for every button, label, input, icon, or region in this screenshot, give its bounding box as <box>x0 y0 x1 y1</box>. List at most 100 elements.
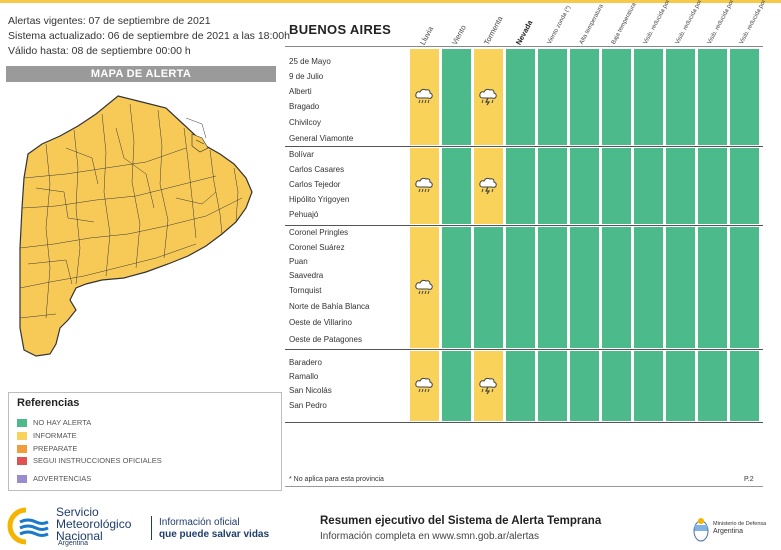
alert-cell <box>730 49 759 145</box>
zone-name: Hipólito Yrigoyen <box>289 195 350 204</box>
smn-line-3: Nacional <box>56 529 103 543</box>
column-header: Alta temperatura <box>570 2 605 46</box>
column-header-label: Viento <box>449 23 468 47</box>
ref-swatch <box>17 444 27 453</box>
alert-cell <box>602 148 631 224</box>
alert-info: Alertas vigentes: 07 de septiembre de 20… <box>8 14 290 59</box>
province-shape <box>19 95 253 357</box>
ministry: Ministerio de Defensa Argentina <box>713 521 766 536</box>
alert-cell <box>698 148 727 224</box>
column-header: Nevada <box>506 2 536 47</box>
zone-name: Oeste de Patagones <box>289 335 362 344</box>
references-box: Referencias NO HAY ALERTA INFORMATE PREP… <box>8 392 282 491</box>
zone-name: 9 de Julio <box>289 72 324 81</box>
alert-cell <box>666 227 695 348</box>
smn-name: Servicio Meteorológico Nacional <box>56 506 131 542</box>
references-title: Referencias <box>17 397 80 409</box>
alert-cell <box>506 227 535 348</box>
ref-label: NO HAY ALERTA <box>33 418 92 427</box>
zone-name: Coronel Suárez <box>289 243 345 252</box>
ref-label: INFORMATE <box>33 431 77 440</box>
ref-preparate: PREPARATE <box>17 444 77 453</box>
zone-name: Ramallo <box>289 372 319 381</box>
column-header-label: Nevada <box>513 18 535 47</box>
alert-cell <box>506 148 535 224</box>
ref-informate: INFORMATE <box>17 431 77 440</box>
alert-cell <box>666 49 695 145</box>
alert-cell <box>634 148 663 224</box>
zone-name: Oeste de Villarino <box>289 318 352 327</box>
zone-name: Chivilcoy <box>289 118 322 127</box>
alert-cell <box>730 351 759 421</box>
alert-cell <box>602 227 631 348</box>
alert-cell <box>410 351 439 421</box>
alert-cell <box>442 227 471 348</box>
column-header: Tormenta <box>474 2 505 47</box>
group-separator <box>285 225 763 226</box>
zone-name: Saavedra <box>289 271 324 280</box>
rain-cloud-icon <box>415 377 433 393</box>
alert-cell <box>570 148 599 224</box>
alert-cell <box>666 148 695 224</box>
alert-cell <box>410 227 439 348</box>
alert-cell <box>474 49 503 145</box>
slogan-line-1: Información oficial <box>159 517 240 528</box>
zone-name: Baradero <box>289 358 322 367</box>
zone-name: 25 de Mayo <box>289 57 331 66</box>
alert-cell <box>410 148 439 224</box>
ref-swatch <box>17 418 27 427</box>
group-separator <box>285 422 763 423</box>
storm-cloud-icon <box>479 88 497 106</box>
ref-swatch <box>17 474 27 483</box>
alert-cell <box>602 351 631 421</box>
ref-label: PREPARATE <box>33 444 78 453</box>
alert-cell <box>474 351 503 421</box>
zone-name: San Pedro <box>289 401 327 410</box>
zone-name: Coronel Pringles <box>289 228 349 237</box>
zone-name: Pehuajó <box>289 210 319 219</box>
alert-cell <box>474 227 503 348</box>
argentina-seal-icon <box>693 518 709 542</box>
alert-cell <box>698 227 727 348</box>
column-header: Lluvia <box>410 2 440 47</box>
column-header: Visib. reducida por ceniza volcánica <box>666 0 725 46</box>
zone-name: General Viamonte <box>289 134 354 143</box>
storm-cloud-icon <box>479 177 497 195</box>
rain-cloud-icon <box>415 177 433 193</box>
zone-name: Carlos Tejedor <box>289 180 341 189</box>
alert-cell <box>442 351 471 421</box>
province-title: BUENOS AIRES <box>289 22 392 37</box>
alert-cell <box>474 148 503 224</box>
ref-no-alert: NO HAY ALERTA <box>17 418 91 427</box>
group-separator <box>285 349 763 350</box>
alert-cell <box>730 148 759 224</box>
zone-name: Alberti <box>289 87 312 96</box>
alert-cell <box>570 49 599 145</box>
column-header: Visib. reducida por polvo en suspensión <box>634 0 698 46</box>
amba-detail <box>191 133 209 153</box>
column-header: Visib. reducida por neblina <box>730 0 777 46</box>
ref-label: SEGUI INSTRUCCIONES OFICIALES <box>33 456 162 465</box>
alert-cell <box>506 49 535 145</box>
valid-until: Válido hasta: 08 de septiembre 00:00 h <box>8 45 191 57</box>
rain-cloud-icon <box>415 279 433 295</box>
group-separator <box>285 146 763 147</box>
alert-cell <box>410 49 439 145</box>
system-updated: Sistema actualizado: 06 de septiembre de… <box>8 30 290 42</box>
alert-cell <box>730 227 759 348</box>
footer-divider <box>285 486 763 487</box>
smn-country: Argentina <box>58 540 88 547</box>
ref-swatch <box>17 456 27 465</box>
page-number: P.2 <box>744 476 754 483</box>
alert-cell <box>538 351 567 421</box>
zone-name: Bragado <box>289 102 320 111</box>
ref-label: ADVERTENCIAS <box>33 474 92 483</box>
alert-cell <box>698 49 727 145</box>
alert-cell <box>666 351 695 421</box>
alerts-date: Alertas vigentes: 07 de septiembre de 20… <box>8 15 211 27</box>
ref-swatch <box>17 431 27 440</box>
buenos-aires-alert-map <box>19 95 253 357</box>
district-lines <box>19 103 243 319</box>
storm-cloud-icon <box>479 377 497 395</box>
alert-cell <box>634 49 663 145</box>
